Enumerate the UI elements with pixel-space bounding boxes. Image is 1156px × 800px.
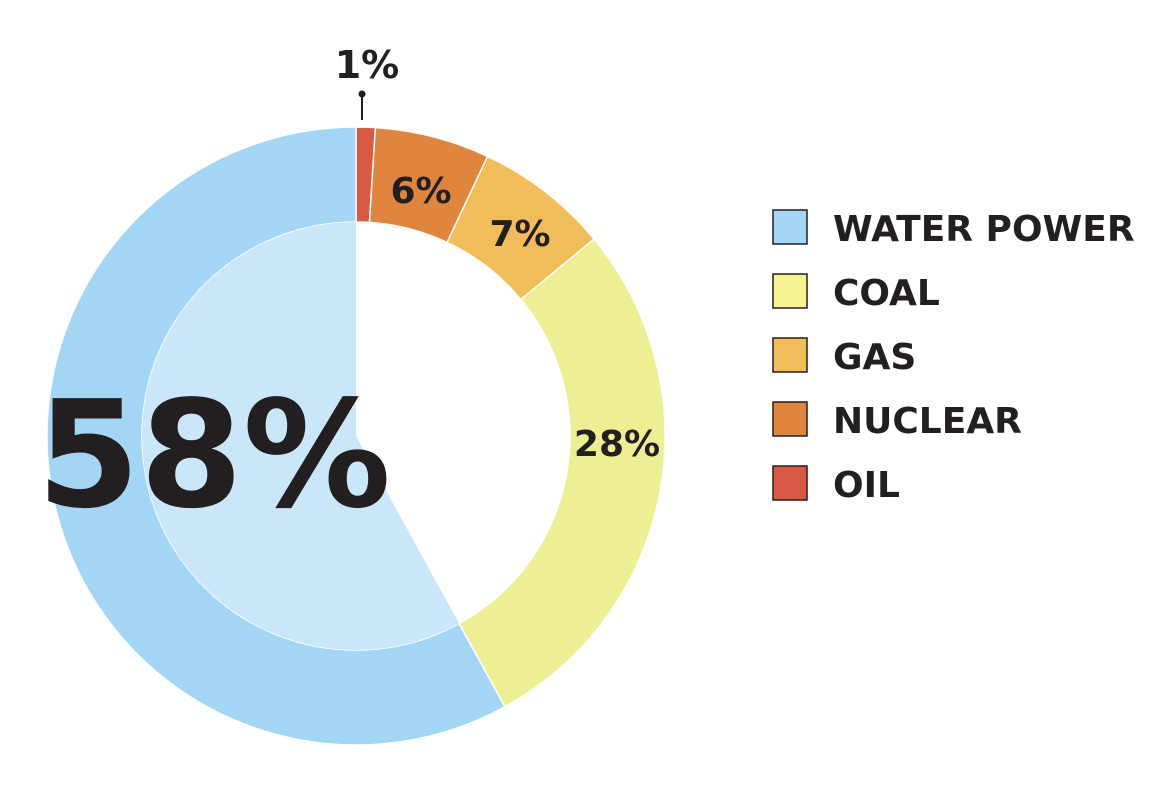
legend-swatch-nuclear	[772, 401, 808, 437]
slice-coal	[458, 237, 666, 708]
legend-swatch-coal	[772, 273, 808, 309]
label-nuclear: 6%	[390, 171, 451, 212]
legend-swatch-water-power	[772, 209, 808, 245]
label-coal: 28%	[574, 424, 660, 465]
legend-swatch-gas	[772, 337, 808, 373]
label-water-power: 58%	[37, 369, 391, 541]
legend-label-oil: OIL	[833, 465, 900, 506]
slice-labels: 1% 6% 7% 28% 58%	[37, 43, 660, 541]
legend-swatch-oil	[772, 465, 808, 501]
slice-water-power-inner	[141, 222, 460, 650]
label-oil: 1%	[335, 43, 400, 87]
legend-label-nuclear: NUCLEAR	[833, 401, 1022, 442]
donut-slices	[46, 126, 666, 746]
legend-label-water-power: WATER POWER	[833, 209, 1135, 250]
label-gas: 7%	[489, 214, 550, 255]
legend: WATER POWER COAL GAS NUCLEAR OIL	[772, 209, 1135, 506]
legend-label-gas: GAS	[833, 337, 916, 378]
legend-label-coal: COAL	[833, 273, 940, 314]
leader-dot-oil	[358, 90, 366, 98]
